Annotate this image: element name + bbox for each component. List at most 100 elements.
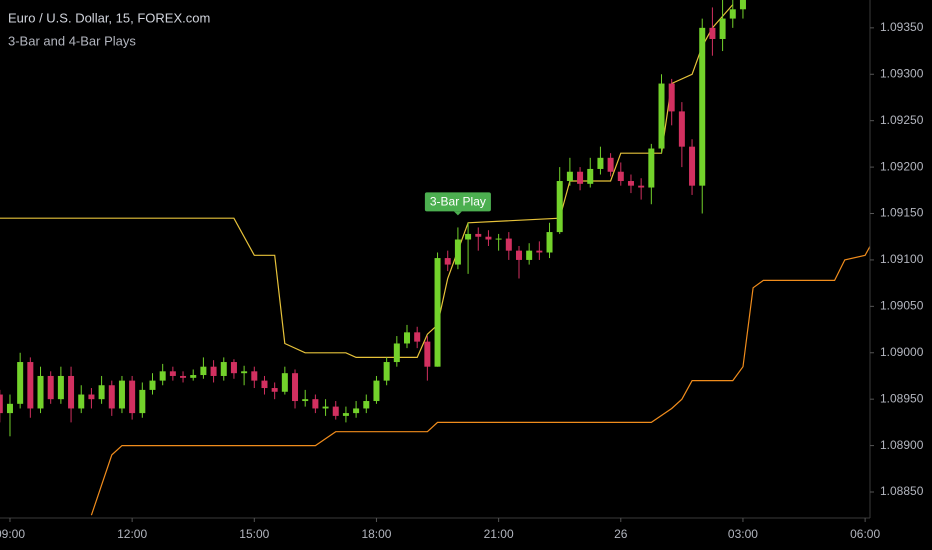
y-tick-label: 1.08900 <box>880 438 924 452</box>
candle-body <box>709 27 716 39</box>
candle-body <box>88 394 95 400</box>
candle-body <box>190 375 197 378</box>
candle-body <box>434 258 441 367</box>
y-tick-label: 1.09150 <box>880 206 924 220</box>
candle-body <box>108 385 115 409</box>
candle-body <box>118 380 125 409</box>
candle-body <box>261 380 268 389</box>
candle-body <box>373 380 380 402</box>
candle-body <box>98 385 105 400</box>
x-tick-label: 06:00 <box>850 527 880 541</box>
candle-body <box>149 380 156 390</box>
candle-body <box>505 238 512 251</box>
candle-body <box>668 83 675 112</box>
candle-body <box>363 401 370 409</box>
candle-body <box>719 18 726 39</box>
y-tick-label: 1.09250 <box>880 113 924 127</box>
candle-body <box>322 406 329 409</box>
candle-body <box>495 238 502 240</box>
candle-body <box>546 232 553 253</box>
candle-body <box>627 181 634 186</box>
candle-body <box>353 408 360 414</box>
y-tick-label: 1.09000 <box>880 345 924 359</box>
candle-body <box>302 399 309 402</box>
chart-title: Euro / U.S. Dollar, 15, FOREX.com <box>8 10 210 25</box>
y-tick-label: 1.08950 <box>880 391 924 405</box>
candle-body <box>281 373 288 392</box>
candle-body <box>241 371 248 374</box>
annotation: 3-Bar Play <box>424 192 491 216</box>
x-tick-label: 12:00 <box>117 527 147 541</box>
candle-body <box>475 233 482 237</box>
candle-body <box>47 375 54 400</box>
candle-body <box>526 250 533 260</box>
x-tick-label: 18:00 <box>361 527 391 541</box>
candle-body <box>230 362 237 374</box>
candle-body <box>57 375 64 400</box>
candle-body <box>485 236 492 240</box>
candle-body <box>587 168 594 184</box>
candle-body <box>658 83 665 149</box>
y-tick-label: 1.08850 <box>880 484 924 498</box>
candle-body <box>454 239 461 265</box>
y-tick-label: 1.09050 <box>880 299 924 313</box>
candle-body <box>424 341 431 367</box>
candle-body <box>180 375 187 378</box>
x-tick-label: 09:00 <box>0 527 25 541</box>
candle-body <box>78 394 85 409</box>
candle-body <box>638 185 645 188</box>
candle-body <box>27 362 34 409</box>
candle-body <box>536 250 543 253</box>
candle-body <box>17 362 24 404</box>
candle-body <box>169 371 176 376</box>
candle-body <box>515 250 522 260</box>
candle-body <box>648 148 655 188</box>
candle-body <box>393 343 400 363</box>
candle-body <box>699 27 706 186</box>
candle-body <box>607 157 614 172</box>
x-tick-label: 15:00 <box>239 527 269 541</box>
candle-body <box>251 371 258 381</box>
candle-body <box>312 399 319 409</box>
candle-body <box>139 389 146 414</box>
candle-body <box>465 233 472 240</box>
candle-body <box>200 366 207 376</box>
candle-body <box>566 171 573 182</box>
candle-body <box>678 111 685 147</box>
y-tick-label: 1.09100 <box>880 252 924 266</box>
candle-body <box>617 171 624 182</box>
candle-body <box>689 146 696 186</box>
candle-body <box>68 375 75 409</box>
candle-body <box>729 9 736 19</box>
candle-body <box>597 157 604 169</box>
y-tick-label: 1.09300 <box>880 66 924 80</box>
candle-body <box>129 380 136 414</box>
candle-body <box>220 362 227 376</box>
candle-body <box>210 366 217 376</box>
y-tick-label: 1.09350 <box>880 20 924 34</box>
x-tick-label: 21:00 <box>484 527 514 541</box>
annotation-pointer <box>453 211 462 216</box>
candle-body <box>0 394 3 414</box>
candle-body <box>342 413 349 416</box>
candle-body <box>292 373 299 402</box>
candle-body <box>271 388 278 392</box>
candle-body <box>37 375 44 409</box>
candle-body <box>739 0 746 10</box>
candle-body <box>404 332 411 344</box>
y-tick-label: 1.09200 <box>880 159 924 173</box>
candle-body <box>383 362 390 381</box>
x-tick-label: 03:00 <box>728 527 758 541</box>
indicator-line <box>0 4 734 358</box>
indicator-name: 3-Bar and 4-Bar Plays <box>8 33 136 48</box>
candle-body <box>556 181 563 233</box>
axes: 1.08850 1.08900 1.08950 1.09000 1.09050 1.091… <box>0 20 924 541</box>
candle-body <box>444 258 451 265</box>
x-tick-label: 26 <box>614 527 628 541</box>
annotation-box <box>424 192 491 212</box>
candle-body <box>577 171 584 184</box>
indicator-line <box>90 245 870 516</box>
annotation-label: 3-Bar Play <box>430 195 486 209</box>
